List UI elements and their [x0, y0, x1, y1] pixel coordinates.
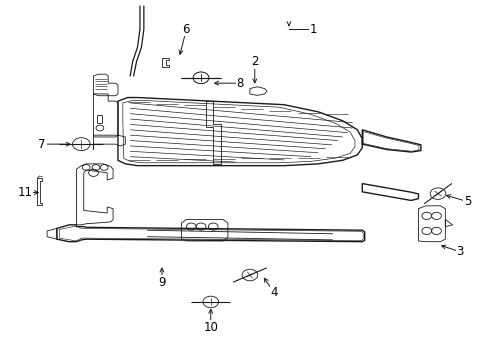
Text: 1: 1	[310, 23, 317, 36]
Text: 3: 3	[456, 245, 464, 258]
Circle shape	[193, 72, 209, 84]
Text: 8: 8	[237, 77, 244, 90]
Text: 9: 9	[158, 276, 166, 289]
Text: 11: 11	[18, 186, 33, 199]
Circle shape	[430, 188, 446, 199]
Text: 2: 2	[251, 55, 259, 68]
Circle shape	[193, 72, 209, 84]
Text: 6: 6	[183, 23, 190, 36]
Circle shape	[242, 269, 258, 281]
Circle shape	[73, 138, 90, 150]
Circle shape	[203, 296, 219, 308]
Text: 5: 5	[464, 195, 471, 208]
Text: 7: 7	[39, 138, 46, 150]
Text: 10: 10	[203, 320, 218, 333]
Text: 4: 4	[270, 287, 278, 300]
